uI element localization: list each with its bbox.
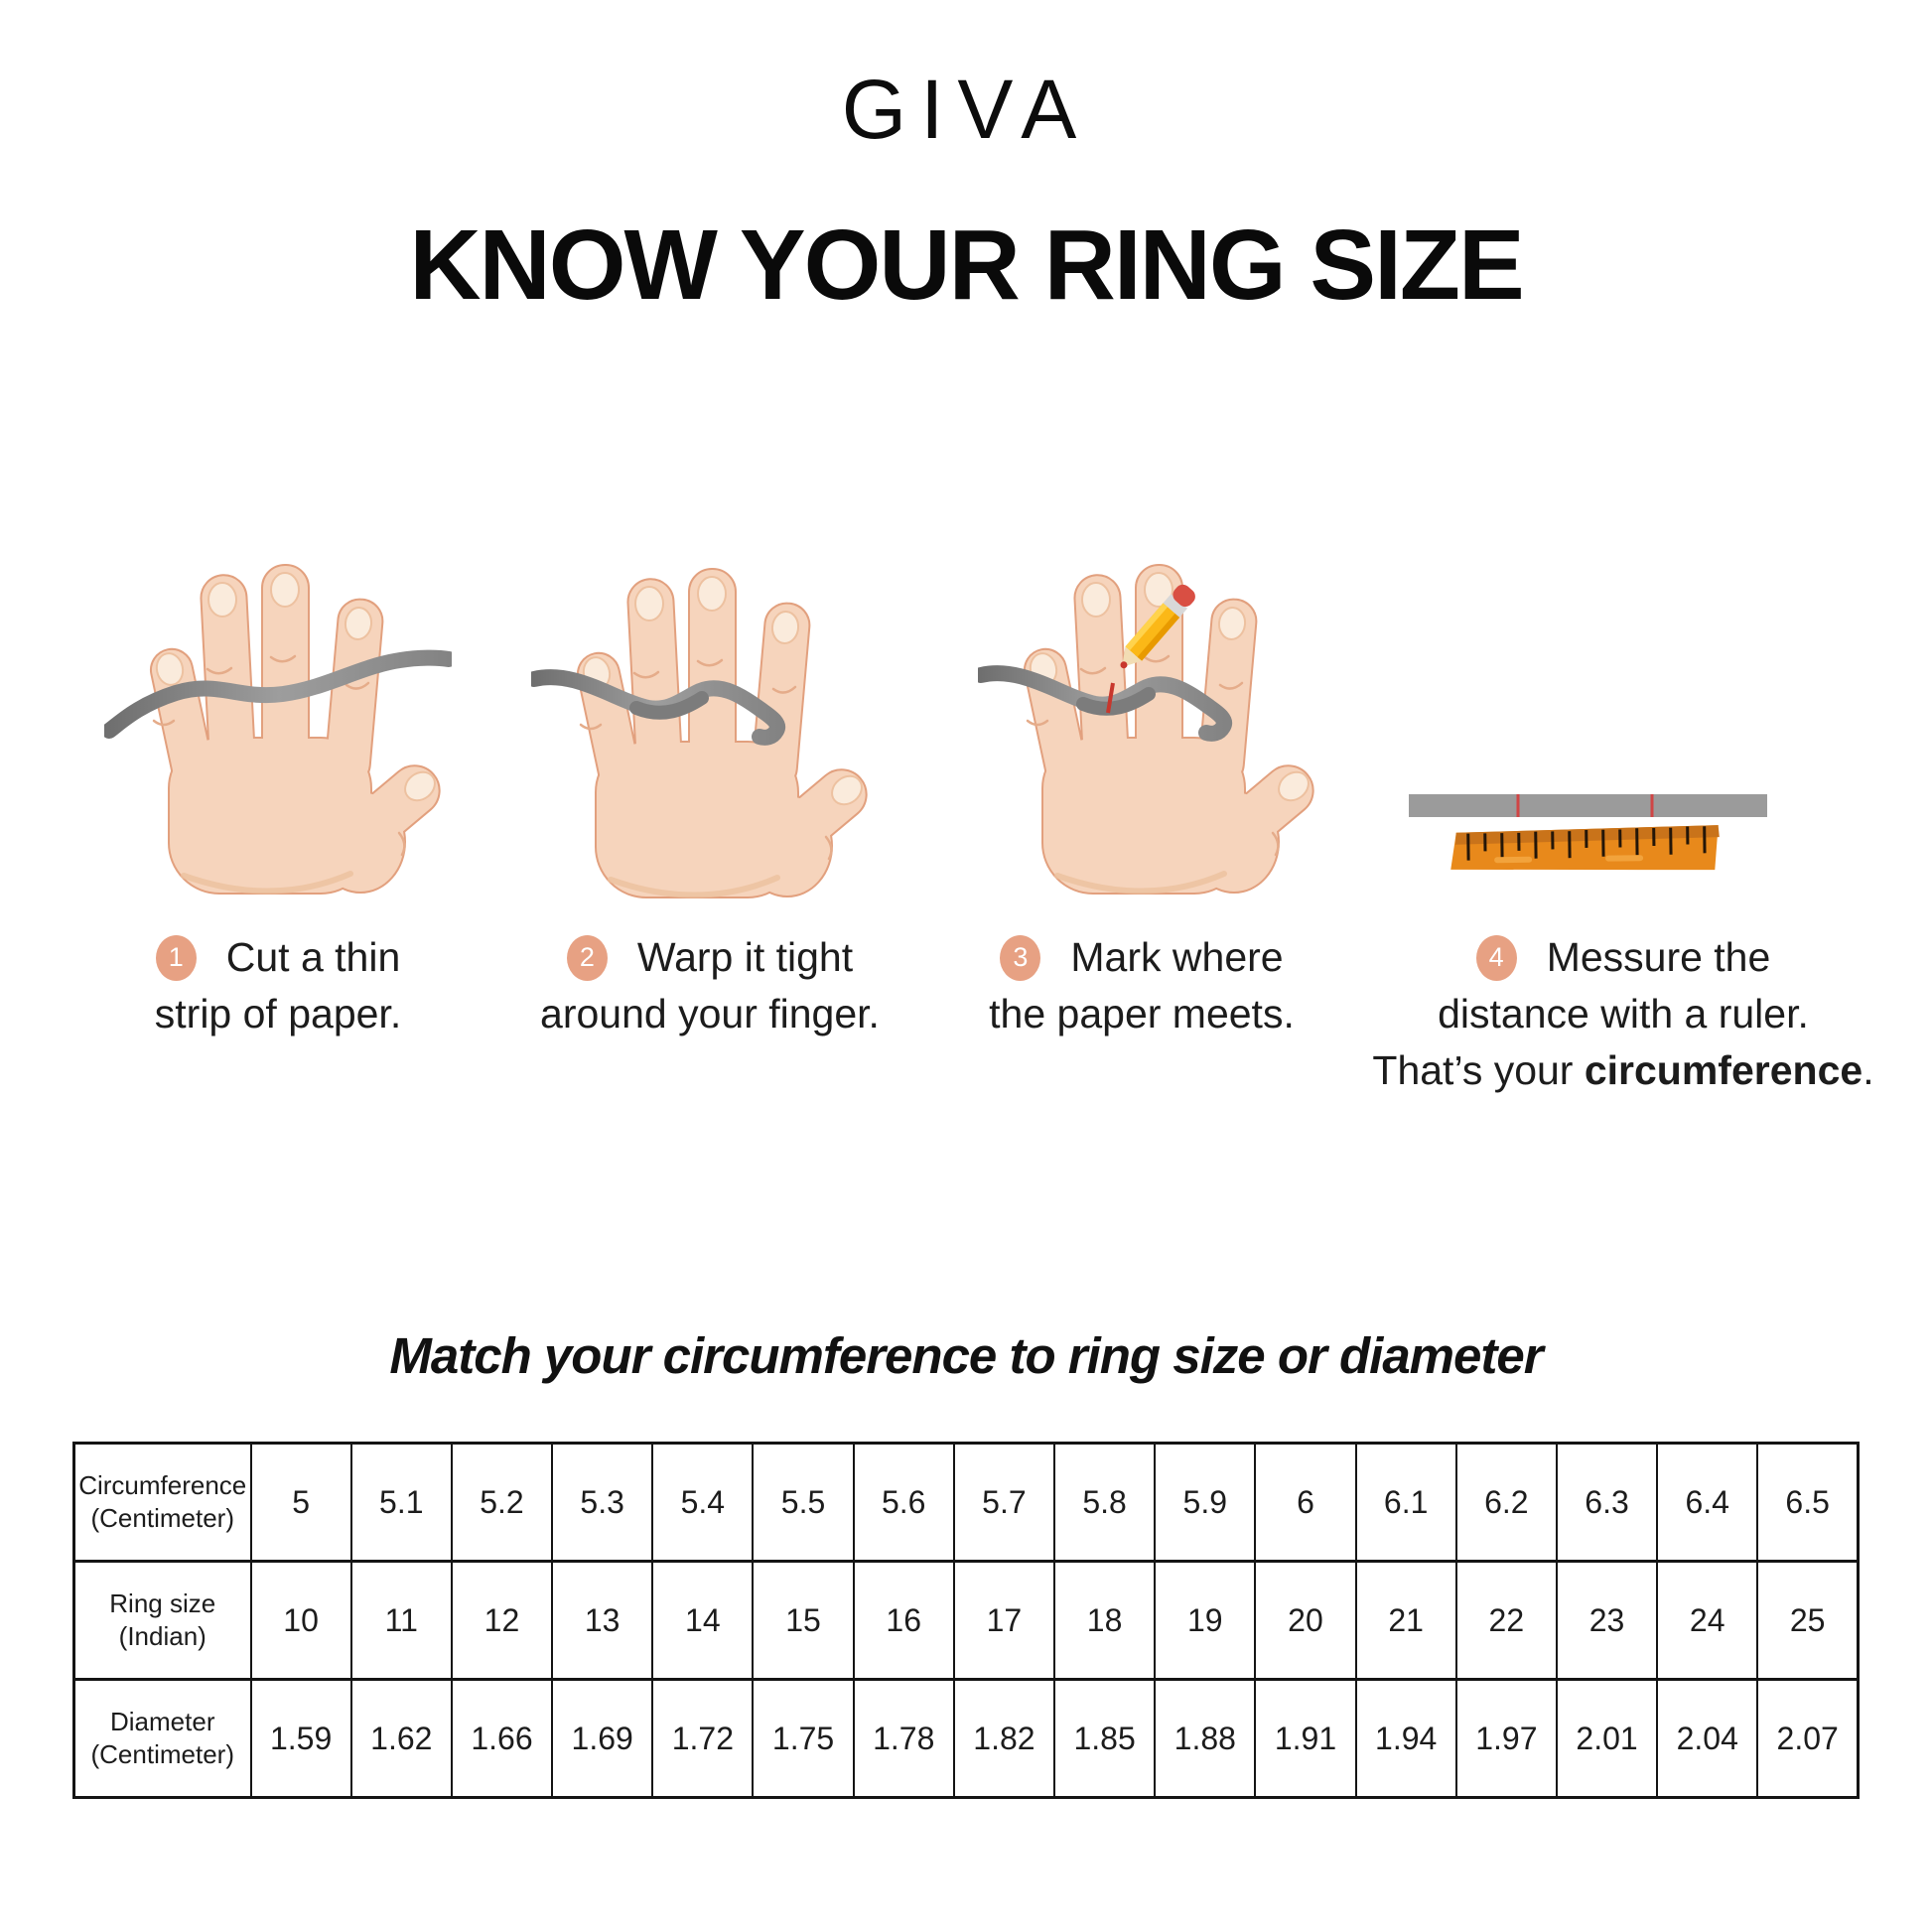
table-cell: 15 — [752, 1560, 855, 1681]
hand-step3-icon — [978, 564, 1324, 895]
table-cell: 5.8 — [1052, 1442, 1157, 1563]
table-cell: 1.94 — [1354, 1678, 1457, 1799]
table-heading: Match your circumference to ring size or… — [389, 1327, 1543, 1384]
table-cell: 5 — [249, 1442, 352, 1563]
hand-step1-icon — [104, 564, 452, 895]
table-row-circumference: Circumference (Centimeter) 5 5.1 5.2 5.3 … — [72, 1442, 1860, 1563]
table-cell: 6 — [1254, 1442, 1357, 1563]
table-cell: 5.4 — [651, 1442, 755, 1563]
step-1-badge: 1 — [155, 934, 197, 981]
step-caption-line: That’s your circumference. — [1345, 1042, 1901, 1099]
step-number: 1 — [168, 942, 184, 972]
table-cell: 6.4 — [1656, 1442, 1759, 1563]
table-cell: 24 — [1656, 1560, 1759, 1681]
step-number: 2 — [579, 942, 595, 972]
table-cell: 1.91 — [1254, 1678, 1357, 1799]
table-cell: 6.3 — [1555, 1442, 1659, 1563]
row-header-line: (Indian) — [118, 1621, 207, 1651]
step-2-badge: 2 — [566, 934, 608, 981]
table-cell: 5.5 — [752, 1442, 855, 1563]
table-cell: 5.9 — [1154, 1442, 1257, 1563]
table-cell: 1.75 — [752, 1678, 855, 1799]
step-caption-line: Cut a thin — [225, 934, 401, 980]
table-cell: 2.04 — [1656, 1678, 1759, 1799]
step-4-badge: 4 — [1475, 934, 1517, 981]
step-3-caption: 3 Mark where the paper meets. — [933, 929, 1350, 1042]
table-cell: 1.59 — [249, 1678, 352, 1799]
ruler-icon — [1450, 825, 1720, 871]
row-header: Ring size (Indian) — [72, 1560, 252, 1681]
table-cell: 1.97 — [1454, 1678, 1558, 1799]
step-3-badge: 3 — [1000, 934, 1041, 981]
caption-text: That’s your — [1372, 1047, 1585, 1093]
row-header: Circumference (Centimeter) — [72, 1442, 252, 1563]
table-cell: 25 — [1756, 1560, 1860, 1681]
step-2-caption: 2 Warp it tight around your finger. — [491, 929, 928, 1042]
step-caption-line: strip of paper. — [154, 991, 402, 1036]
table-cell: 16 — [852, 1560, 955, 1681]
table-cell: 5.6 — [852, 1442, 955, 1563]
step-number: 3 — [1013, 942, 1029, 972]
table-cell: 18 — [1052, 1560, 1157, 1681]
table-cell: 13 — [551, 1560, 654, 1681]
table-cell: 11 — [349, 1560, 453, 1681]
table-cell: 2.07 — [1756, 1678, 1860, 1799]
table-cell: 23 — [1555, 1560, 1659, 1681]
table-cell: 10 — [249, 1560, 352, 1681]
table-cell: 6.2 — [1454, 1442, 1558, 1563]
hand-step2-icon — [531, 568, 878, 898]
page-title: KNOW YOUR RING SIZE — [409, 209, 1524, 321]
row-header-line: (Centimeter) — [90, 1503, 234, 1533]
ring-size-table: Circumference (Centimeter) 5 5.1 5.2 5.3 … — [72, 1442, 1860, 1799]
brand-logo: GIVA — [841, 63, 1091, 156]
table-cell: 2.01 — [1555, 1678, 1659, 1799]
row-header-line: (Centimeter) — [90, 1739, 234, 1769]
table-cell: 17 — [952, 1560, 1056, 1681]
step-caption-line: the paper meets. — [989, 991, 1295, 1036]
table-cell: 1.82 — [952, 1678, 1056, 1799]
table-cell: 1.62 — [349, 1678, 453, 1799]
ruler-illustration — [1409, 794, 1767, 871]
table-cell: 14 — [651, 1560, 755, 1681]
table-cell: 5.7 — [952, 1442, 1056, 1563]
step-1-caption: 1 Cut a thin strip of paper. — [89, 929, 467, 1042]
table-cell: 6.5 — [1756, 1442, 1860, 1563]
table-row-ring-size: Ring size (Indian) 10 11 12 13 14 15 16 1… — [72, 1560, 1860, 1681]
table-cell: 20 — [1254, 1560, 1357, 1681]
row-header-line: Circumference — [78, 1470, 247, 1500]
caption-text: . — [1863, 1047, 1874, 1093]
paper-strip-icon — [104, 649, 452, 739]
table-cell: 6.1 — [1354, 1442, 1457, 1563]
row-header-line: Diameter — [110, 1707, 215, 1736]
table-cell: 1.69 — [551, 1678, 654, 1799]
table-cell: 1.78 — [852, 1678, 955, 1799]
table-cell: 22 — [1454, 1560, 1558, 1681]
table-cell: 5.2 — [450, 1442, 554, 1563]
step-caption-line: around your finger. — [540, 991, 880, 1036]
table-cell: 5.3 — [551, 1442, 654, 1563]
table-cell: 12 — [450, 1560, 554, 1681]
table-row-diameter: Diameter (Centimeter) 1.59 1.62 1.66 1.69… — [72, 1678, 1860, 1799]
table-cell: 1.88 — [1154, 1678, 1257, 1799]
step-caption-line: Mark where — [1070, 934, 1284, 980]
step-number: 4 — [1488, 942, 1504, 972]
table-cell: 21 — [1354, 1560, 1457, 1681]
caption-text-bold: circumference — [1584, 1047, 1863, 1093]
pen-mark — [1106, 682, 1115, 714]
table-cell: 1.66 — [450, 1678, 554, 1799]
table-cell: 19 — [1154, 1560, 1257, 1681]
row-header: Diameter (Centimeter) — [72, 1678, 252, 1799]
step-4-caption: 4 Messure the distance with a ruler. Tha… — [1345, 929, 1901, 1099]
step-caption-line: distance with a ruler. — [1438, 991, 1809, 1036]
measured-strip-icon — [1409, 794, 1767, 817]
table-cell: 1.72 — [651, 1678, 755, 1799]
step-caption-line: Messure the — [1546, 934, 1771, 980]
table-cell: 1.85 — [1052, 1678, 1157, 1799]
step-caption-line: Warp it tight — [636, 934, 854, 980]
row-header-line: Ring size — [109, 1588, 216, 1618]
pencil-icon — [1120, 584, 1195, 669]
table-cell: 5.1 — [349, 1442, 453, 1563]
